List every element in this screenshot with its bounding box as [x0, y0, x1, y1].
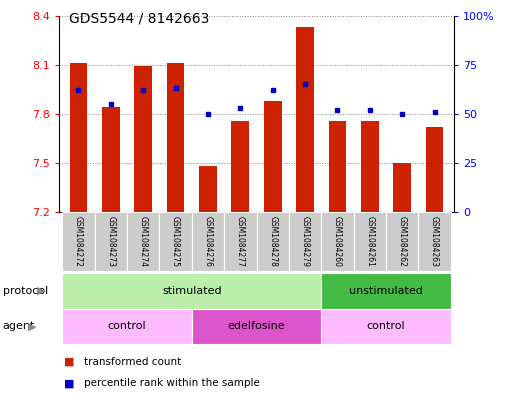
Bar — [321, 212, 353, 271]
Text: GSM1084272: GSM1084272 — [74, 216, 83, 267]
Text: ■: ■ — [64, 356, 74, 367]
Text: GDS5544 / 8142663: GDS5544 / 8142663 — [69, 12, 210, 26]
Bar — [70, 63, 87, 212]
Bar — [62, 309, 192, 344]
Bar — [231, 121, 249, 212]
Bar — [62, 212, 94, 271]
Text: transformed count: transformed count — [84, 356, 181, 367]
Bar — [328, 121, 346, 212]
Bar — [386, 212, 419, 271]
Bar — [361, 121, 379, 212]
Bar — [419, 212, 451, 271]
Bar — [393, 163, 411, 212]
Text: unstimulated: unstimulated — [349, 286, 423, 296]
Text: GSM1084276: GSM1084276 — [204, 216, 212, 267]
Text: stimulated: stimulated — [162, 286, 222, 296]
Bar — [102, 107, 120, 212]
Text: GSM1084273: GSM1084273 — [106, 216, 115, 267]
Bar — [426, 127, 443, 212]
Bar — [62, 273, 321, 309]
Text: GSM1084260: GSM1084260 — [333, 216, 342, 267]
Bar — [127, 212, 160, 271]
Text: control: control — [108, 321, 146, 331]
Bar — [167, 63, 185, 212]
Bar — [160, 212, 192, 271]
Text: agent: agent — [3, 321, 35, 331]
Text: GSM1084275: GSM1084275 — [171, 216, 180, 267]
Bar — [289, 212, 321, 271]
Text: GSM1084262: GSM1084262 — [398, 216, 407, 267]
Bar — [321, 273, 451, 309]
Text: control: control — [367, 321, 405, 331]
Text: GSM1084277: GSM1084277 — [236, 216, 245, 267]
Text: ■: ■ — [64, 378, 74, 388]
Text: GSM1084279: GSM1084279 — [301, 216, 309, 267]
Bar — [256, 212, 289, 271]
Bar — [134, 66, 152, 212]
Text: percentile rank within the sample: percentile rank within the sample — [84, 378, 260, 388]
Bar — [199, 166, 217, 212]
Bar — [321, 309, 451, 344]
Text: GSM1084274: GSM1084274 — [139, 216, 148, 267]
Text: protocol: protocol — [3, 286, 48, 296]
Bar — [353, 212, 386, 271]
Text: ▶: ▶ — [37, 286, 46, 296]
Bar — [192, 309, 321, 344]
Text: GSM1084261: GSM1084261 — [365, 216, 374, 267]
Bar — [94, 212, 127, 271]
Bar — [296, 27, 314, 212]
Bar — [192, 212, 224, 271]
Text: ▶: ▶ — [28, 321, 37, 331]
Text: edelfosine: edelfosine — [228, 321, 285, 331]
Text: GSM1084278: GSM1084278 — [268, 216, 277, 267]
Bar — [264, 101, 282, 212]
Bar — [224, 212, 256, 271]
Text: GSM1084263: GSM1084263 — [430, 216, 439, 267]
